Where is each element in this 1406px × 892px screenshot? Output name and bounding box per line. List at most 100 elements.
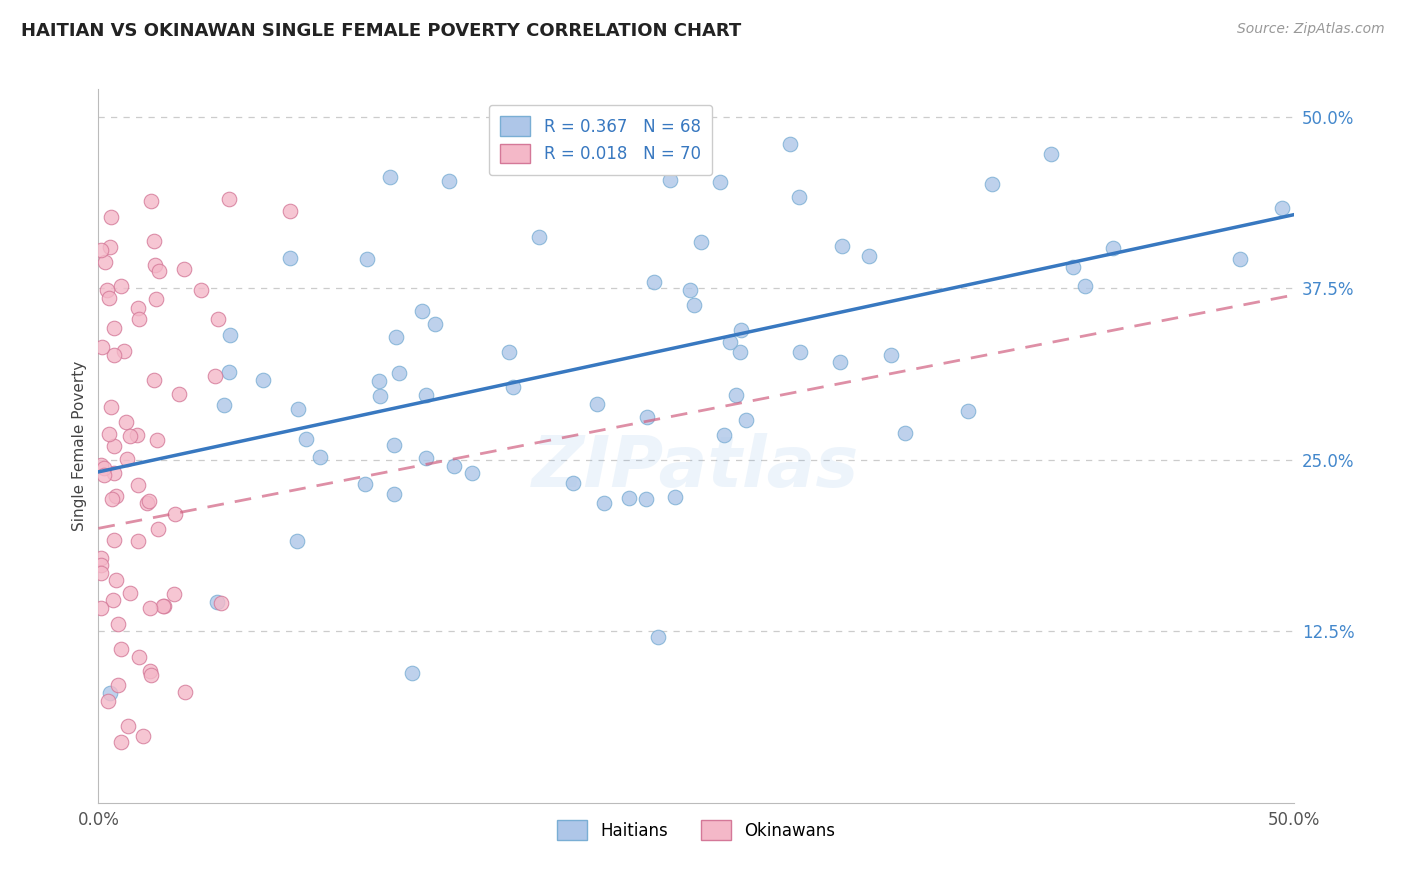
Point bbox=[287, 401, 309, 416]
Point bbox=[120, 429, 142, 443]
Point bbox=[634, 491, 657, 506]
Point bbox=[104, 489, 127, 503]
Point bbox=[295, 432, 318, 446]
Point bbox=[1062, 260, 1084, 274]
Point bbox=[90, 558, 112, 572]
Point bbox=[138, 494, 160, 508]
Point bbox=[132, 730, 155, 744]
Point bbox=[127, 477, 149, 491]
Point bbox=[218, 192, 240, 206]
Point bbox=[498, 345, 520, 359]
Point bbox=[956, 404, 979, 418]
Text: HAITIAN VS OKINAWAN SINGLE FEMALE POVERTY CORRELATION CHART: HAITIAN VS OKINAWAN SINGLE FEMALE POVERT… bbox=[21, 22, 741, 40]
Point bbox=[103, 439, 125, 453]
Point bbox=[212, 398, 235, 412]
Point bbox=[690, 235, 713, 249]
Point bbox=[100, 210, 122, 224]
Point bbox=[136, 496, 159, 510]
Point bbox=[460, 466, 482, 480]
Point bbox=[679, 283, 702, 297]
Point bbox=[278, 204, 301, 219]
Point bbox=[120, 586, 142, 600]
Point bbox=[101, 492, 124, 507]
Point bbox=[90, 566, 112, 581]
Point bbox=[789, 190, 811, 204]
Point bbox=[981, 177, 1004, 191]
Point bbox=[90, 243, 112, 257]
Point bbox=[98, 686, 122, 700]
Point bbox=[110, 734, 132, 748]
Point bbox=[415, 387, 437, 401]
Point bbox=[117, 719, 139, 733]
Point bbox=[368, 374, 391, 388]
Point bbox=[97, 426, 120, 441]
Point bbox=[636, 409, 658, 424]
Point bbox=[437, 174, 460, 188]
Point bbox=[285, 534, 308, 549]
Point bbox=[115, 451, 138, 466]
Point bbox=[502, 380, 524, 394]
Point bbox=[718, 335, 741, 350]
Point bbox=[378, 169, 401, 184]
Point bbox=[894, 425, 917, 440]
Point bbox=[382, 437, 405, 451]
Point bbox=[309, 450, 332, 464]
Point bbox=[103, 533, 125, 548]
Point bbox=[128, 311, 150, 326]
Point bbox=[97, 291, 120, 305]
Point bbox=[562, 475, 585, 490]
Y-axis label: Single Female Poverty: Single Female Poverty bbox=[72, 361, 87, 531]
Point bbox=[725, 388, 748, 402]
Point bbox=[593, 496, 616, 510]
Point bbox=[209, 596, 232, 610]
Point bbox=[173, 685, 195, 699]
Point bbox=[830, 355, 852, 369]
Point bbox=[139, 600, 162, 615]
Legend: Haitians, Okinawans: Haitians, Okinawans bbox=[548, 812, 844, 848]
Point bbox=[105, 573, 128, 587]
Point bbox=[153, 599, 176, 614]
Point bbox=[97, 694, 120, 708]
Point bbox=[585, 397, 607, 411]
Point bbox=[659, 173, 682, 187]
Point bbox=[163, 587, 186, 601]
Point bbox=[90, 458, 112, 472]
Point bbox=[617, 491, 640, 505]
Point bbox=[647, 630, 669, 644]
Point bbox=[219, 328, 242, 343]
Point bbox=[96, 283, 118, 297]
Point bbox=[1039, 147, 1062, 161]
Point bbox=[139, 668, 162, 682]
Point bbox=[103, 348, 125, 362]
Point bbox=[1102, 241, 1125, 255]
Point bbox=[1074, 279, 1097, 293]
Point bbox=[278, 252, 301, 266]
Point bbox=[152, 599, 174, 613]
Point bbox=[146, 434, 169, 448]
Point bbox=[252, 373, 274, 387]
Point bbox=[143, 258, 166, 272]
Point bbox=[713, 428, 735, 442]
Point bbox=[146, 522, 169, 536]
Point bbox=[143, 373, 166, 387]
Point bbox=[142, 234, 165, 248]
Point bbox=[103, 466, 125, 480]
Point bbox=[190, 283, 212, 297]
Point bbox=[204, 368, 226, 383]
Point bbox=[91, 340, 114, 354]
Point bbox=[107, 616, 129, 631]
Point bbox=[682, 298, 704, 312]
Point bbox=[415, 451, 437, 466]
Point bbox=[385, 330, 408, 344]
Point bbox=[163, 508, 186, 522]
Point bbox=[388, 366, 411, 380]
Point bbox=[90, 551, 112, 566]
Point bbox=[207, 312, 229, 326]
Point bbox=[709, 175, 731, 189]
Point bbox=[127, 301, 149, 315]
Point bbox=[205, 595, 228, 609]
Point bbox=[167, 387, 190, 401]
Point bbox=[779, 137, 801, 152]
Point bbox=[356, 252, 378, 266]
Point bbox=[173, 262, 195, 277]
